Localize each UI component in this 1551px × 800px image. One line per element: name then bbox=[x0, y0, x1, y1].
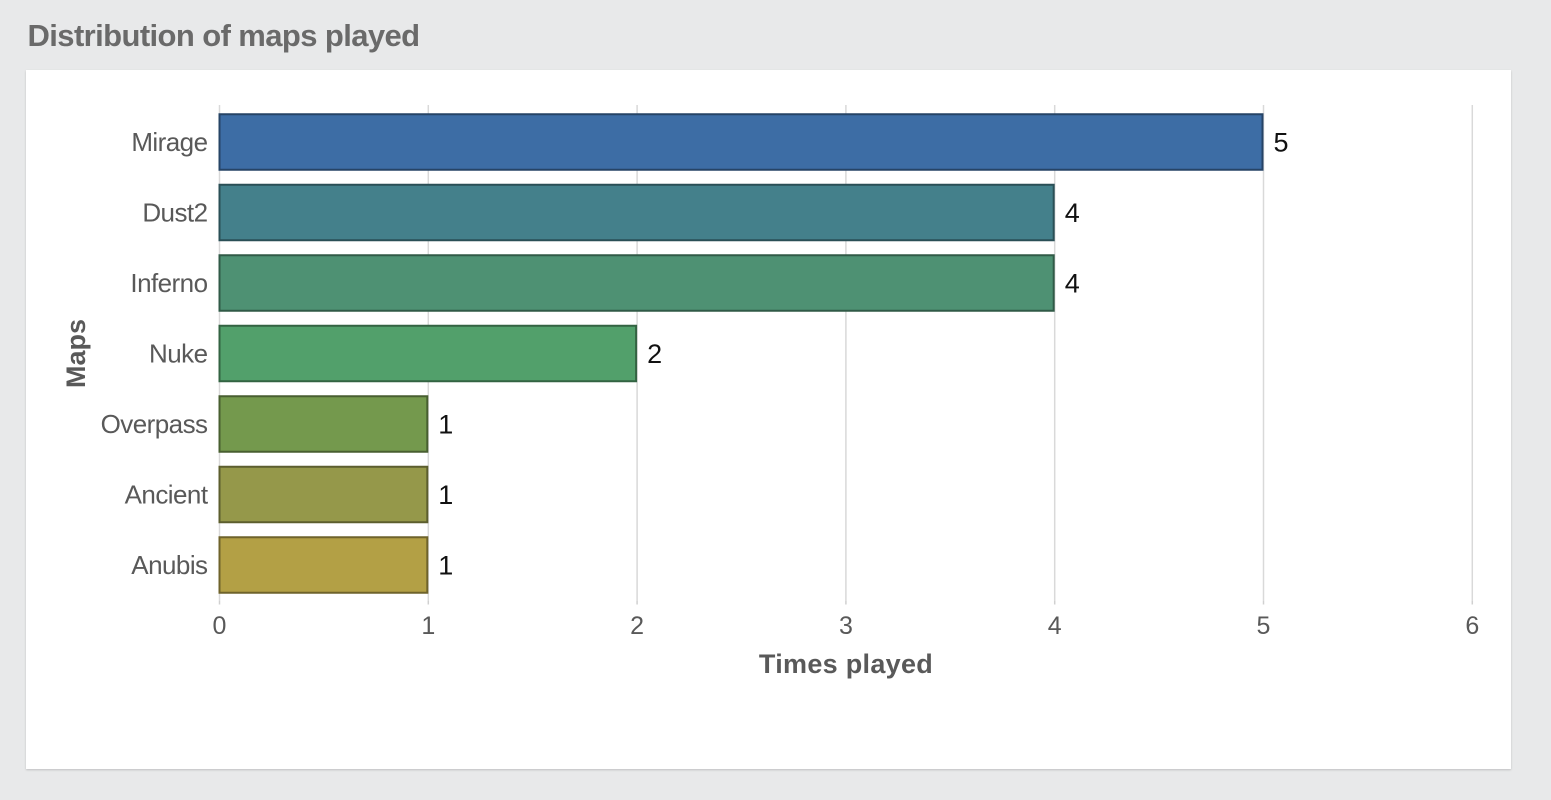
svg-text:5: 5 bbox=[1257, 612, 1271, 640]
svg-text:4: 4 bbox=[1065, 269, 1080, 299]
svg-text:5: 5 bbox=[1274, 128, 1289, 158]
svg-text:4: 4 bbox=[1065, 198, 1080, 228]
svg-text:1: 1 bbox=[438, 480, 453, 510]
svg-text:Inferno: Inferno bbox=[130, 268, 207, 298]
svg-text:1: 1 bbox=[421, 612, 435, 640]
svg-text:2: 2 bbox=[630, 612, 644, 640]
svg-text:Overpass: Overpass bbox=[101, 409, 208, 439]
svg-text:Times played: Times played bbox=[759, 649, 933, 679]
svg-text:2: 2 bbox=[647, 339, 662, 369]
svg-text:3: 3 bbox=[839, 612, 853, 640]
svg-text:Anubis: Anubis bbox=[131, 550, 208, 580]
svg-text:Maps: Maps bbox=[61, 319, 91, 388]
svg-text:0: 0 bbox=[213, 612, 227, 640]
svg-text:Dust2: Dust2 bbox=[142, 198, 207, 228]
svg-text:Mirage: Mirage bbox=[131, 127, 207, 157]
svg-text:1: 1 bbox=[438, 410, 453, 440]
svg-text:1: 1 bbox=[438, 551, 453, 581]
svg-text:Ancient: Ancient bbox=[125, 480, 209, 510]
svg-text:6: 6 bbox=[1465, 612, 1479, 640]
svg-text:Nuke: Nuke bbox=[149, 339, 208, 369]
svg-text:4: 4 bbox=[1048, 612, 1062, 640]
